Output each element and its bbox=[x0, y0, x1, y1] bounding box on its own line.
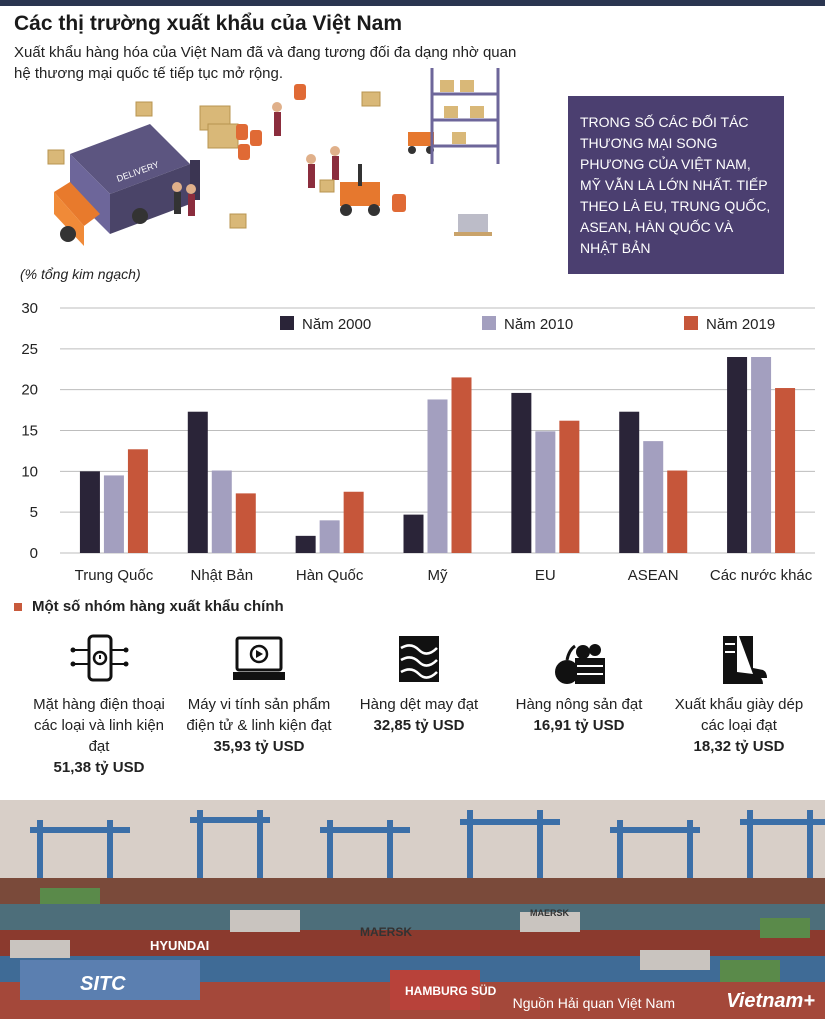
bar-năm-2000-0 bbox=[79, 471, 100, 553]
computer-icon bbox=[233, 636, 285, 680]
goods-item-textiles: Hàng dệt may đạt 32,85 tỷ USD bbox=[344, 632, 494, 736]
chart-legend: Năm 2000 Năm 2010 Năm 2019 bbox=[280, 316, 775, 333]
legend-swatch bbox=[280, 316, 294, 330]
textile-icon bbox=[399, 636, 439, 682]
bar-năm-2010-6 bbox=[751, 357, 772, 553]
y-tick-label: 20 bbox=[21, 382, 38, 399]
highlight-box: TRONG SỐ CÁC ĐỐI TÁC THƯƠNG MẠI SONG PHƯ… bbox=[568, 96, 784, 274]
barrels-icon bbox=[236, 84, 406, 212]
x-category-label: Mỹ bbox=[428, 567, 448, 584]
bar-năm-2000-1 bbox=[187, 411, 208, 553]
x-category-label: Hàn Quốc bbox=[296, 567, 364, 584]
goods-amount: 35,93 tỷ USD bbox=[213, 738, 305, 755]
goods-item-phones: Mặt hàng điện thoại các loại và linh kiệ… bbox=[24, 632, 174, 778]
legend-label: Năm 2010 bbox=[504, 316, 573, 333]
y-tick-label: 15 bbox=[21, 423, 38, 440]
bar-năm-2010-2 bbox=[319, 520, 340, 553]
goods-section-heading: Một số nhóm hàng xuất khẩu chính bbox=[14, 598, 284, 615]
container-label: HAMBURG SÜD bbox=[405, 983, 497, 998]
bar-năm-2019-3 bbox=[451, 377, 472, 553]
boot-icon bbox=[723, 636, 767, 684]
bar-năm-2019-4 bbox=[559, 420, 580, 553]
container-label: HYUNDAI bbox=[150, 938, 209, 953]
delivery-truck-icon: DELIVERY bbox=[54, 124, 200, 246]
container-rows bbox=[0, 878, 825, 1019]
bar-năm-2010-3 bbox=[427, 399, 448, 553]
port-photo: HYUNDAI SITC MAERSK HAMBURG SÜD MAERSK N… bbox=[0, 800, 825, 1019]
shelf-boxes-icon bbox=[440, 80, 484, 144]
goods-label: Xuất khẩu giày dép các loại đạt bbox=[674, 696, 804, 734]
section-bullet-icon bbox=[14, 603, 22, 612]
x-category-label: Các nước khác bbox=[710, 567, 813, 584]
bar-năm-2019-1 bbox=[235, 493, 256, 553]
x-axis-labels: Trung Quốc Nhật Bản Hàn Quốc Mỹ EU ASEAN Các n… bbox=[75, 567, 813, 584]
goods-amount: 51,38 tỷ USD bbox=[53, 759, 145, 776]
bar-năm-2019-2 bbox=[343, 491, 364, 553]
x-category-label: ASEAN bbox=[628, 567, 679, 584]
page-subtitle: Xuất khẩu hàng hóa của Việt Nam đã và đa… bbox=[14, 44, 517, 82]
y-tick-label: 10 bbox=[21, 463, 38, 480]
legend-label: Năm 2019 bbox=[706, 316, 775, 333]
goods-amount: 18,32 tỷ USD bbox=[693, 738, 785, 755]
x-category-label: Nhật Bản bbox=[191, 567, 254, 584]
goods-amount: 32,85 tỷ USD bbox=[373, 717, 465, 734]
bar-năm-2000-4 bbox=[511, 392, 532, 553]
bar-năm-2010-0 bbox=[103, 475, 124, 553]
x-category-label: EU bbox=[535, 567, 556, 584]
smartphone-icon bbox=[70, 634, 129, 682]
bar-năm-2010-4 bbox=[535, 431, 556, 553]
pallet-icon bbox=[454, 214, 492, 236]
brand-logo: Vietnam+ bbox=[726, 990, 815, 1012]
bar-năm-2010-5 bbox=[643, 441, 664, 553]
goods-item-agriculture: Hàng nông sản đạt 16,91 tỷ USD bbox=[504, 632, 654, 736]
legend-swatch bbox=[482, 316, 496, 330]
source-credit: Nguồn Hải quan Việt Nam bbox=[512, 995, 675, 1011]
bar-năm-2019-5 bbox=[667, 470, 688, 553]
x-category-label: Trung Quốc bbox=[75, 567, 154, 584]
goods-label: Hàng nông sản đạt bbox=[515, 696, 643, 713]
bar-năm-2000-2 bbox=[295, 535, 316, 553]
y-tick-label: 0 bbox=[30, 545, 38, 562]
container-port-image: HYUNDAI SITC MAERSK HAMBURG SÜD MAERSK bbox=[0, 800, 825, 1019]
chart-unit-label: (% tổng kim ngạch) bbox=[20, 266, 141, 282]
bar-năm-2010-1 bbox=[211, 470, 232, 553]
container-label: MAERSK bbox=[360, 925, 412, 939]
legend-label: Năm 2000 bbox=[302, 316, 371, 333]
y-axis-ticks: 0 5 10 15 20 25 30 bbox=[21, 300, 38, 562]
container-label: SITC bbox=[80, 973, 126, 995]
goods-list: Mặt hàng điện thoại các loại và linh kiệ… bbox=[14, 632, 814, 782]
warehouse-shelf-icon bbox=[430, 68, 500, 164]
produce-icon bbox=[555, 644, 605, 684]
goods-item-footwear: Xuất khẩu giày dép các loại đạt 18,32 tỷ… bbox=[664, 632, 814, 757]
page-title: Các thị trường xuất khẩu của Việt Nam bbox=[14, 12, 403, 35]
goods-label: Máy vi tính sản phẩm điện tử & linh kiện… bbox=[186, 696, 332, 734]
y-tick-label: 30 bbox=[21, 300, 38, 317]
bar-năm-2000-6 bbox=[727, 357, 748, 553]
bar-series bbox=[79, 357, 796, 553]
highlight-text: TRONG SỐ CÁC ĐỐI TÁC THƯƠNG MẠI SONG PHƯ… bbox=[580, 114, 771, 256]
goods-item-computers: Máy vi tính sản phẩm điện tử & linh kiện… bbox=[184, 632, 334, 757]
legend-swatch bbox=[684, 316, 698, 330]
goods-amount: 16,91 tỷ USD bbox=[533, 717, 625, 734]
bar-năm-2000-5 bbox=[619, 411, 640, 553]
goods-label: Mặt hàng điện thoại các loại và linh kiệ… bbox=[33, 696, 165, 755]
bar-năm-2019-6 bbox=[775, 388, 796, 553]
container-label: MAERSK bbox=[530, 908, 570, 918]
top-bar bbox=[0, 0, 825, 6]
logistics-illustration: DELIVERY bbox=[47, 68, 500, 246]
export-market-chart: 0 5 10 15 20 25 30 Trung Quốc Nhật Bản Hàn Quốc M… bbox=[21, 300, 815, 584]
bar-năm-2000-3 bbox=[403, 514, 424, 553]
y-tick-label: 5 bbox=[30, 504, 38, 521]
forklift-icon bbox=[340, 132, 434, 216]
workers-icon bbox=[172, 102, 340, 216]
y-tick-label: 25 bbox=[21, 341, 38, 358]
bar-năm-2019-0 bbox=[127, 449, 148, 553]
goods-label: Hàng dệt may đạt bbox=[359, 696, 479, 713]
